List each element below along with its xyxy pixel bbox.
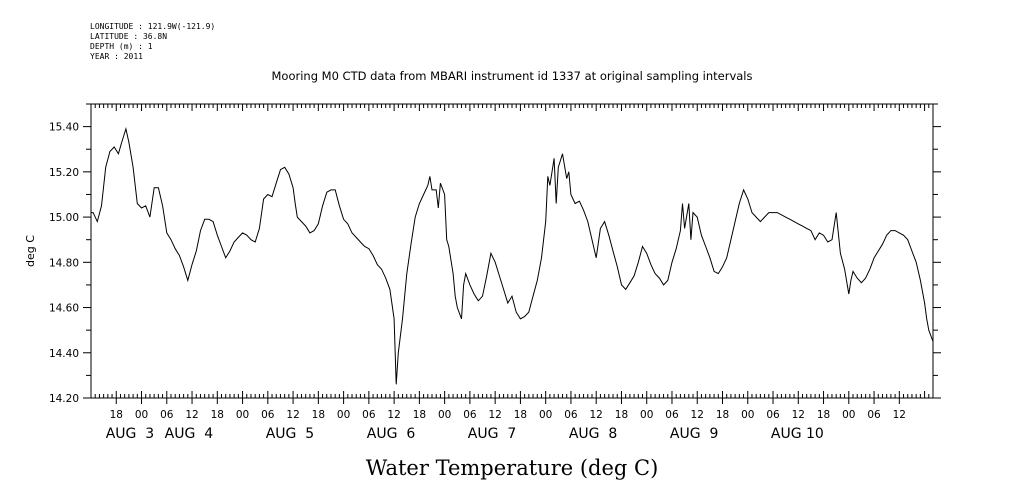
hour-tick-label: 12 (185, 409, 198, 421)
hour-tick-label: 00 (741, 409, 754, 421)
hour-tick-label: 06 (261, 409, 275, 421)
hour-tick-label: 06 (160, 409, 174, 421)
hour-tick-label: 18 (110, 409, 123, 421)
hour-tick-label: 06 (665, 409, 679, 421)
chart-title: Mooring M0 CTD data from MBARI instrumen… (272, 69, 753, 83)
hour-tick-label: 12 (691, 409, 704, 421)
hour-tick-label: 06 (463, 409, 477, 421)
hour-tick-label: 06 (867, 409, 881, 421)
longitude-label: LONGITUDE : 121.9W(-121.9) (90, 22, 215, 31)
hour-tick-label: 12 (387, 409, 400, 421)
hour-tick-label: 06 (766, 409, 780, 421)
y-tick-label: 14.40 (49, 348, 79, 360)
hour-tick-label: 18 (716, 409, 729, 421)
hour-tick-label: 06 (564, 409, 578, 421)
day-label: AUG 4 (165, 426, 214, 442)
day-label: AUG 9 (670, 426, 718, 442)
hour-tick-label: 12 (286, 409, 299, 421)
day-label: AUG 6 (367, 426, 416, 442)
depth-label: DEPTH (m) : 1 (90, 42, 153, 51)
plot-frame (90, 103, 934, 399)
hour-tick-labels: 18 00 06 12 18 00 06 12 18 00 06 12 18 00 06 12 18 00 06 12… (110, 409, 906, 421)
y-tick-label: 15.20 (49, 167, 79, 179)
hour-tick-label: 18 (413, 409, 426, 421)
day-labels: AUG 3 AUG 4 AUG 5 AUG 6 AUG 7 AUG 8 AUG 9 AUG 1… (106, 426, 824, 442)
hour-tick-label: 06 (362, 409, 376, 421)
y-tick-label: 14.80 (49, 257, 79, 269)
hour-tick-label: 00 (135, 409, 148, 421)
day-label: AUG 3 (106, 426, 154, 442)
y-tick-label: 15.00 (49, 212, 79, 224)
day-label: AUG 8 (569, 426, 617, 442)
y-tick-label: 15.40 (49, 122, 79, 134)
hour-tick-label: 12 (488, 409, 501, 421)
day-label: AUG 10 (771, 426, 824, 442)
year-label: YEAR : 2011 (90, 52, 143, 61)
day-label: AUG 7 (468, 426, 516, 442)
y-tick-labels: 14.20 14.40 14.60 14.80 15.00 15.20 15.40 (49, 122, 79, 405)
y-tick-label: 14.20 (49, 393, 79, 405)
hour-tick-label: 00 (236, 409, 249, 421)
day-label: AUG 5 (266, 426, 314, 442)
latitude-label: LATITUDE : 36.8N (90, 32, 167, 41)
hour-tick-label: 00 (337, 409, 350, 421)
series-line-water-temperature (91, 126, 934, 385)
axis-ticks (83, 103, 941, 404)
hour-tick-label: 12 (590, 409, 603, 421)
hour-tick-label: 00 (539, 409, 552, 421)
y-axis-label: deg C (24, 235, 37, 267)
hour-tick-label: 18 (211, 409, 224, 421)
hour-tick-label: 12 (792, 409, 805, 421)
y-tick-label: 14.60 (49, 303, 79, 315)
x-axis-label: Water Temperature (deg C) (366, 456, 659, 480)
hour-tick-label: 18 (817, 409, 830, 421)
hour-tick-label: 18 (312, 409, 325, 421)
hour-tick-label: 00 (640, 409, 653, 421)
hour-tick-label: 00 (438, 409, 451, 421)
hour-tick-label: 18 (615, 409, 628, 421)
hour-tick-label: 00 (842, 409, 855, 421)
hour-tick-label: 18 (514, 409, 527, 421)
hour-tick-label: 12 (893, 409, 906, 421)
